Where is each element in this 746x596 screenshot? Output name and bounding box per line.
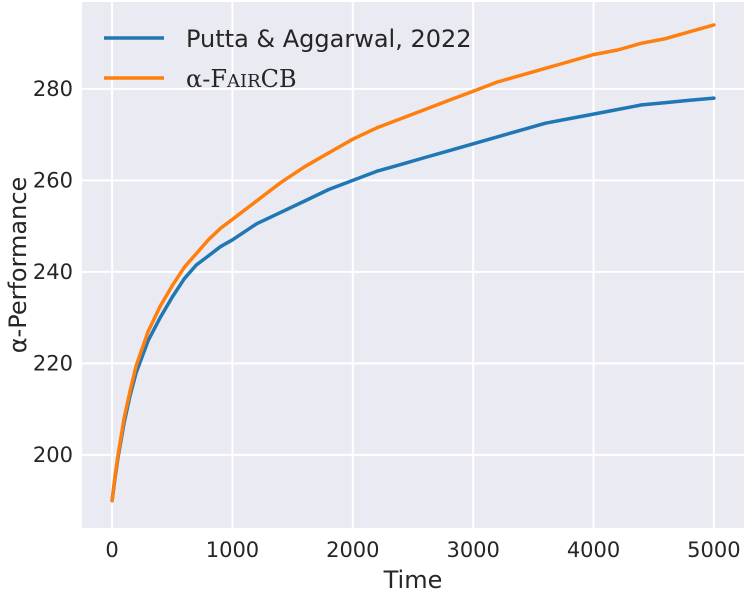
y-tick-label: 260 [33, 168, 73, 192]
x-tick-label: 4000 [567, 538, 620, 562]
x-axis-ticks: 0 1000 2000 3000 4000 5000 [105, 538, 740, 562]
gridlines [82, 2, 744, 528]
y-tick-label: 240 [33, 260, 73, 284]
x-tick-label: 2000 [326, 538, 379, 562]
legend-label-prefix: α-F [186, 65, 227, 93]
legend-label-alpha-faircb: α-FAIRCB [186, 65, 297, 93]
y-tick-label: 200 [33, 443, 73, 467]
series-line-alpha-faircb [110, 23, 716, 503]
legend-label-smallcaps: AIR [226, 71, 261, 92]
y-tick-label: 220 [33, 351, 73, 375]
plot-area [82, 2, 744, 528]
x-tick-label: 1000 [206, 538, 259, 562]
x-tick-label: 0 [105, 538, 118, 562]
y-axis-ticks: 200 220 240 260 280 [33, 77, 73, 467]
y-tick-label: 280 [33, 77, 73, 101]
legend-label-suffix: CB [261, 65, 297, 93]
y-axis-label: α-Performance [4, 177, 32, 354]
series-line-putta [110, 96, 716, 503]
legend-label-putta: Putta & Aggarwal, 2022 [186, 25, 472, 53]
legend: Putta & Aggarwal, 2022 α-FAIRCB [104, 25, 472, 93]
x-axis-label: Time [383, 566, 443, 594]
series-lines [110, 23, 716, 503]
x-tick-label: 3000 [446, 538, 499, 562]
x-tick-label: 5000 [687, 538, 740, 562]
